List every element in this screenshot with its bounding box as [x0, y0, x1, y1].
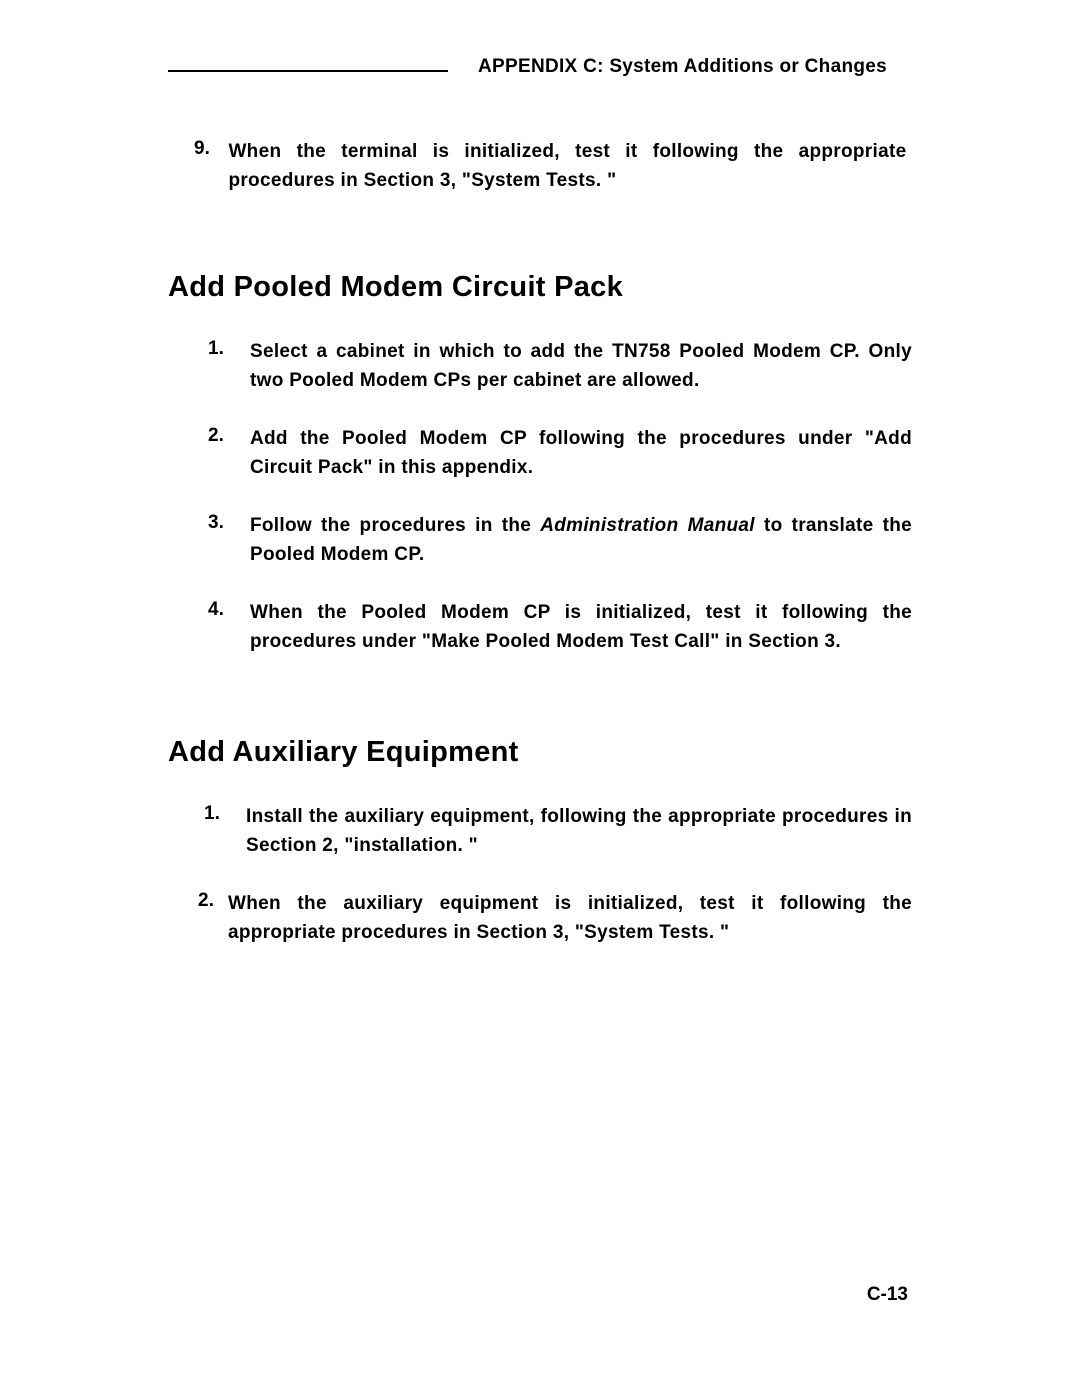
section1-heading: Add Pooled Modem Circuit Pack — [168, 271, 912, 304]
item-num: 4. — [208, 599, 250, 621]
page-number: C-13 — [867, 1284, 908, 1306]
page-header: APPENDIX C: System Additions or Changes — [168, 56, 912, 78]
intro-list-item: 9. When the terminal is initialized, tes… — [194, 138, 912, 195]
list-item: 1. Install the auxiliary equipment, foll… — [204, 803, 912, 860]
item-num: 1. — [204, 803, 246, 825]
item-num: 2. — [208, 425, 250, 447]
item-text: Select a cabinet in which to add the TN7… — [250, 338, 912, 395]
item-text: Follow the procedures in the Administrat… — [250, 512, 912, 569]
item-text: When the auxiliary equipment is initiali… — [228, 890, 912, 947]
section2-heading: Add Auxiliary Equipment — [168, 736, 912, 769]
list-item: 1. Select a cabinet in which to add the … — [208, 338, 912, 395]
list-item: 2. When the auxiliary equipment is initi… — [198, 890, 912, 947]
section-gap — [168, 686, 912, 736]
intro-num: 9. — [194, 138, 224, 160]
page-container: APPENDIX C: System Additions or Changes … — [0, 0, 1080, 947]
list-item: 2. Add the Pooled Modem CP following the… — [208, 425, 912, 482]
item-num: 2. — [198, 890, 228, 912]
header-rule — [168, 70, 448, 72]
header-text: APPENDIX C: System Additions or Changes — [478, 56, 887, 78]
item-text: Add the Pooled Modem CP following the pr… — [250, 425, 912, 482]
intro-text: When the terminal is initialized, test i… — [228, 138, 906, 195]
item-text-before: Follow the procedures in the — [250, 515, 540, 536]
item-text-italic: Administration Manual — [540, 515, 755, 536]
list-item: 4. When the Pooled Modem CP is initializ… — [208, 599, 912, 656]
item-text: Install the auxiliary equipment, followi… — [246, 803, 912, 860]
list-item: 3. Follow the procedures in the Administ… — [208, 512, 912, 569]
item-text: When the Pooled Modem CP is initialized,… — [250, 599, 912, 656]
item-num: 3. — [208, 512, 250, 534]
item-num: 1. — [208, 338, 250, 360]
